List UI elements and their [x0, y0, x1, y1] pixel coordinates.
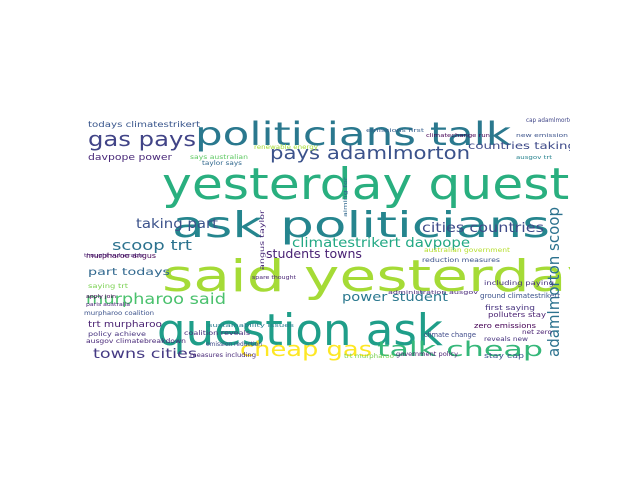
word: reduction measures [422, 257, 501, 264]
word: australian government [424, 247, 510, 254]
word: aiming for [343, 176, 349, 217]
word: todays climatestrikert [88, 120, 201, 129]
word: gas pays [88, 127, 196, 151]
word: climatechange run [426, 133, 491, 139]
word: said yesterday [162, 251, 570, 302]
word: part todays [88, 267, 171, 278]
word: countries taking [468, 141, 570, 152]
word: cap adamlmorton [526, 117, 570, 124]
word: question ask [157, 305, 443, 356]
word: ausgov climatebreakdown [86, 338, 186, 345]
word: policy achieve [88, 331, 146, 338]
word: apply join [86, 294, 117, 300]
word: sustainability issues [208, 323, 295, 329]
word: administration ausgov [388, 290, 479, 296]
word: scoop trt [112, 238, 192, 254]
word: reveals new [484, 336, 529, 343]
word: first saying [485, 304, 535, 312]
word: renewable energy [254, 144, 318, 151]
word: ausgov trt [516, 155, 553, 161]
word: climate change [424, 331, 477, 339]
word: coalition reveals [184, 330, 251, 337]
word: students towns [266, 247, 362, 261]
word: talk cheap [377, 337, 543, 361]
word: government policy [396, 351, 458, 358]
word: says australian [190, 154, 248, 161]
word: new emission [516, 133, 568, 139]
word: paris australia [86, 302, 131, 308]
word: angus taylor [259, 210, 266, 270]
word: murpharoo angus [86, 252, 157, 260]
word: davpope power [88, 153, 172, 163]
word: pays adamlmorton [270, 143, 471, 164]
word: murpharoo coalition [84, 310, 155, 317]
word: emissions first [366, 128, 425, 134]
word: net zero [522, 329, 552, 336]
word: saying trt [88, 283, 129, 290]
word: murpharoo said [86, 290, 227, 308]
word: measures including [190, 352, 257, 359]
word: thought vulnerable [84, 253, 145, 259]
word: stay cap [484, 352, 524, 360]
word: cheap gas [240, 337, 373, 361]
word-cloud: said yesterday yesterday question questi… [80, 115, 570, 365]
word: politicians talk [195, 115, 512, 153]
word: cities countries [422, 221, 544, 236]
word: ground climatestrikert [480, 292, 561, 300]
word: trt murpharoo [344, 353, 395, 360]
word: ask politicians [172, 205, 550, 246]
word: power student [342, 290, 448, 304]
word: taking part [136, 217, 219, 232]
word: taylor says [202, 160, 242, 167]
word: zero emissions [474, 322, 537, 330]
word: yesterday question [162, 159, 570, 210]
word: climatestrikert davpope [292, 236, 471, 251]
word: including paying [484, 280, 555, 287]
word: towns cities [93, 347, 197, 362]
word: polluters stay [488, 311, 546, 319]
word: spare thought [252, 275, 297, 281]
word: emission reduction [206, 341, 263, 348]
word: trt murpharoo [88, 320, 163, 330]
